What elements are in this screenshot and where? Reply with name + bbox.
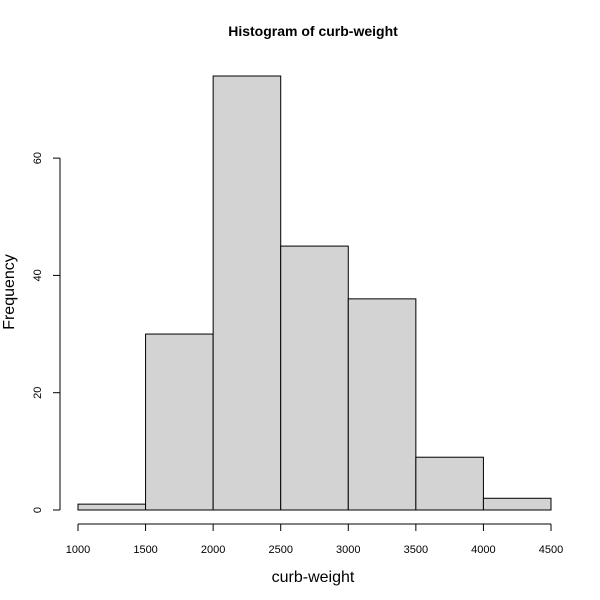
x-tick-label-3000: 3000 [336, 544, 360, 556]
y-axis: 0 20 40 60 [32, 152, 61, 513]
x-tick-label-3500: 3500 [404, 544, 428, 556]
y-tick-label-0: 0 [32, 507, 44, 513]
x-axis: 1000 1500 2000 2500 3000 3500 4000 4500 [66, 523, 563, 556]
histogram-bar-3 [280, 245, 349, 511]
histogram-bar-0 [77, 503, 147, 511]
y-tick-label-40: 40 [32, 269, 44, 281]
chart-title: Histogram of curb-weight [228, 23, 398, 39]
histogram-bar-6 [482, 497, 552, 511]
x-tick-label-2000: 2000 [201, 544, 225, 556]
x-tick-label-4500: 4500 [539, 544, 563, 556]
x-axis-label: curb-weight [272, 569, 355, 586]
x-tick-label-4000: 4000 [471, 544, 495, 556]
histogram-bar-5 [415, 456, 484, 511]
x-tick-label-1500: 1500 [133, 544, 157, 556]
x-tick-label-2500: 2500 [268, 544, 292, 556]
histogram-bar-2 [212, 75, 282, 511]
histogram-bar-1 [145, 333, 214, 511]
y-tick-label-20: 20 [32, 387, 44, 399]
y-axis-label: Frequency [1, 254, 18, 330]
x-tick-label-1000: 1000 [66, 544, 90, 556]
histogram-bar-4 [347, 298, 417, 511]
bars-group [77, 75, 552, 511]
y-tick-label-60: 60 [32, 152, 44, 164]
